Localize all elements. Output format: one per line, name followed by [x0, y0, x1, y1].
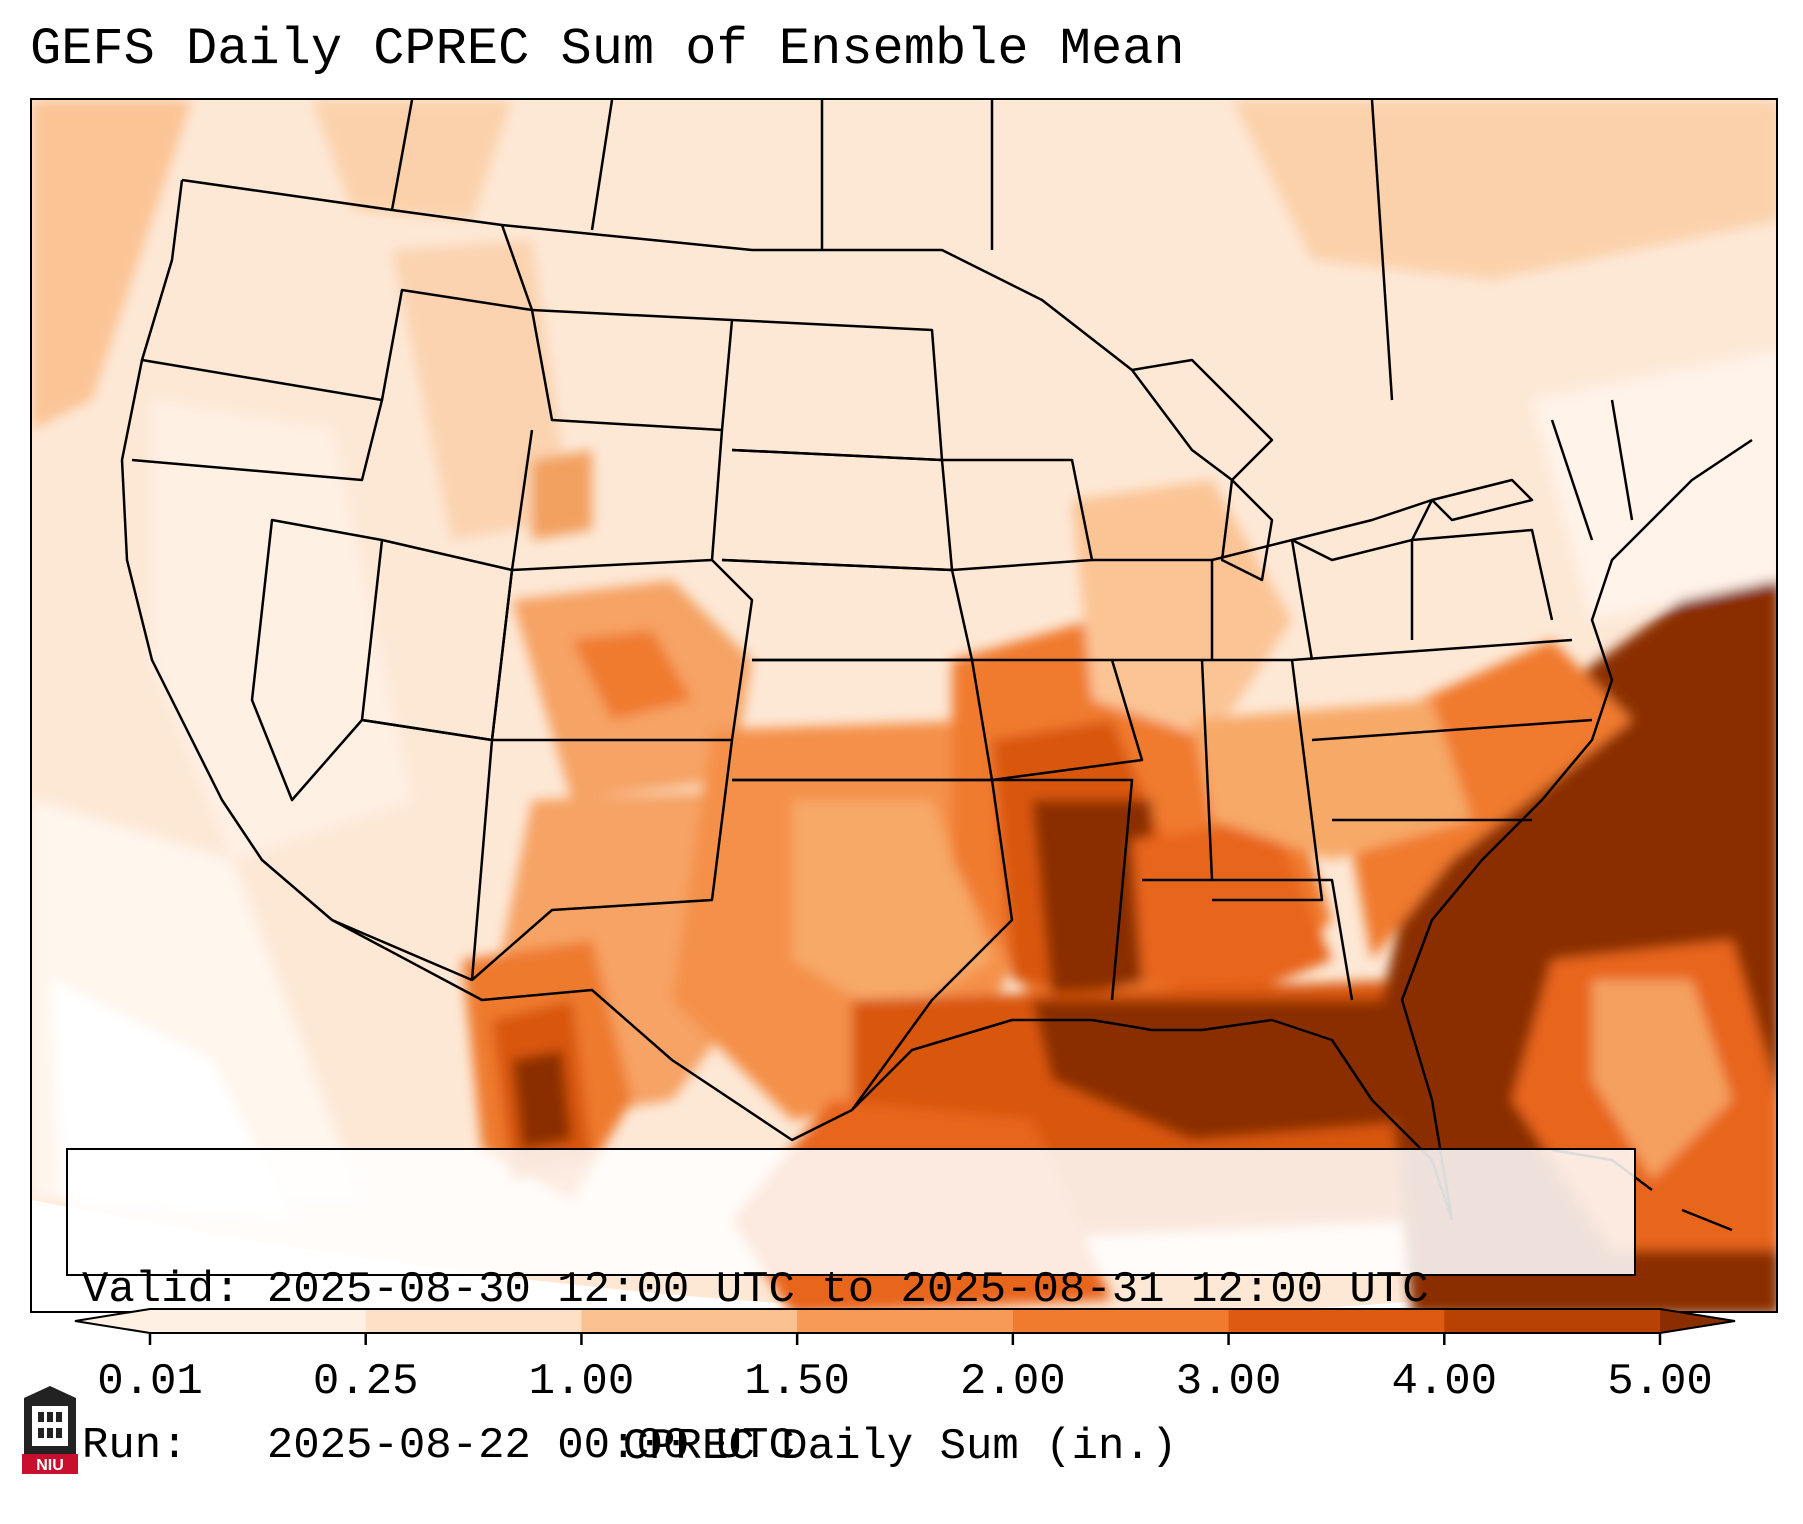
- logo-text: NIU: [36, 1457, 64, 1474]
- colorbar-outline: [74, 1308, 1736, 1334]
- chart-title: GEFS Daily CPREC Sum of Ensemble Mean: [30, 20, 1185, 79]
- niu-logo: NIU: [22, 1386, 78, 1474]
- precip-map: [32, 100, 1776, 1311]
- colorbar-segment: [1228, 1309, 1445, 1333]
- colorbar-under-triangle: [75, 1309, 150, 1333]
- colorbar-tick-label: 4.00: [1391, 1357, 1498, 1407]
- run-time-text: Run: 2025-08-22 00:00 UTC: [82, 1421, 795, 1471]
- colorbar: [74, 1308, 1736, 1345]
- colorbar-segment: [1444, 1309, 1661, 1333]
- colorbar-ticks: [148, 1333, 1662, 1345]
- colorbar-tick-label: 3.00: [1175, 1357, 1282, 1407]
- colorbar-tick-label: 0.25: [312, 1357, 419, 1407]
- colorbar-tick-label: 5.00: [1607, 1357, 1713, 1407]
- valid-run-info-box: Valid: 2025-08-30 12:00 UTC to 2025-08-3…: [66, 1148, 1636, 1471]
- colorbar-segment: [150, 1309, 367, 1333]
- colorbar-segment: [581, 1309, 798, 1333]
- map-panel: [30, 98, 1778, 1313]
- colorbar-segment: [797, 1309, 1014, 1333]
- colorbar-tick-label: 0.01: [97, 1357, 203, 1407]
- colorbar-over-triangle: [1660, 1309, 1735, 1333]
- colorbar-segment: [1012, 1309, 1230, 1333]
- colorbar-segment: [365, 1309, 582, 1333]
- colorbar-swatches: [75, 1309, 1735, 1333]
- colorbar-tick-label: 1.00: [528, 1357, 635, 1407]
- valid-time-text: Valid: 2025-08-30 12:00 UTC to 2025-08-3…: [82, 1265, 1429, 1315]
- colorbar-tick-label: 1.50: [744, 1357, 850, 1407]
- colorbar-label: CPREC Daily Sum (in.): [622, 1422, 1178, 1472]
- state-boundaries: [120, 100, 1753, 1232]
- colorbar-tick-label: 2.00: [960, 1357, 1066, 1407]
